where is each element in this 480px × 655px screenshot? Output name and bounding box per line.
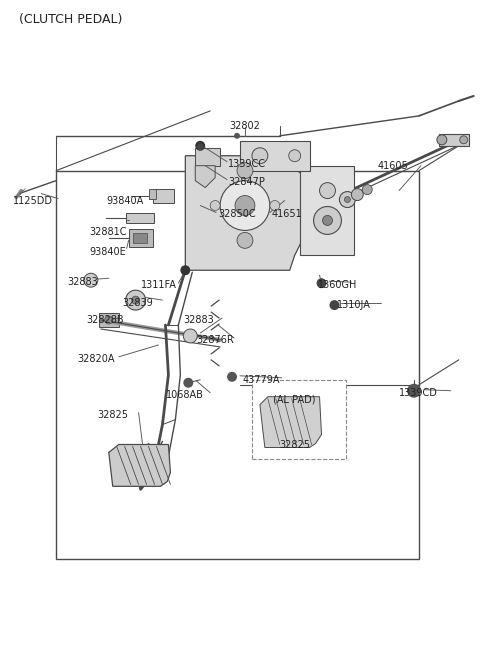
Circle shape (197, 143, 204, 150)
Circle shape (84, 273, 98, 287)
Circle shape (237, 233, 253, 248)
Text: 32883: 32883 (183, 315, 214, 325)
Circle shape (183, 329, 197, 343)
Polygon shape (260, 397, 322, 447)
Text: 41651: 41651 (272, 210, 302, 219)
Text: 32802: 32802 (229, 121, 261, 131)
Circle shape (270, 200, 280, 210)
Bar (126, 214, 154, 223)
Bar (99, 313, 119, 327)
Polygon shape (195, 166, 215, 187)
Circle shape (351, 189, 363, 200)
Circle shape (320, 183, 336, 198)
Circle shape (339, 191, 355, 208)
Text: 93840A: 93840A (107, 196, 144, 206)
Bar (300, 166, 354, 255)
Text: 1360GH: 1360GH (318, 280, 357, 290)
Text: 1068AB: 1068AB (167, 390, 204, 400)
Text: 32825: 32825 (279, 440, 310, 449)
Circle shape (126, 290, 145, 310)
Text: 32876R: 32876R (196, 335, 234, 345)
Text: 41605: 41605 (377, 160, 408, 171)
Text: 32839: 32839 (123, 298, 154, 308)
Circle shape (316, 278, 326, 288)
Circle shape (220, 181, 270, 231)
Circle shape (105, 316, 113, 324)
Text: 32825: 32825 (97, 409, 128, 420)
Circle shape (132, 296, 140, 304)
Circle shape (195, 141, 205, 151)
Bar (148, 189, 156, 198)
Circle shape (234, 133, 240, 139)
Circle shape (313, 206, 341, 234)
Circle shape (362, 185, 372, 195)
Circle shape (460, 136, 468, 144)
Text: (AL PAD): (AL PAD) (274, 395, 316, 405)
Text: 43779A: 43779A (243, 375, 280, 384)
Polygon shape (185, 156, 305, 271)
Bar (132, 233, 146, 244)
Circle shape (227, 372, 237, 382)
Circle shape (329, 300, 339, 310)
Circle shape (437, 135, 447, 145)
Text: 1311FA: 1311FA (141, 280, 177, 290)
Bar (439, 134, 468, 146)
Bar (252, 380, 347, 459)
Circle shape (180, 265, 190, 275)
Text: 32881C: 32881C (89, 227, 126, 237)
Circle shape (407, 384, 421, 398)
Circle shape (183, 378, 193, 388)
Circle shape (288, 150, 300, 162)
Bar (240, 141, 310, 171)
Text: 1310JA: 1310JA (337, 300, 372, 310)
Text: 1125DD: 1125DD (13, 196, 53, 206)
Text: 32883: 32883 (67, 277, 98, 287)
Text: 32828B: 32828B (86, 315, 123, 325)
Text: 93840E: 93840E (89, 248, 126, 257)
Text: (CLUTCH PEDAL): (CLUTCH PEDAL) (19, 13, 123, 26)
Circle shape (252, 148, 268, 164)
Text: 1339CD: 1339CD (399, 388, 438, 398)
Circle shape (237, 162, 253, 179)
Bar (153, 189, 174, 202)
Circle shape (210, 200, 220, 210)
Bar (129, 229, 153, 248)
Text: 32820A: 32820A (77, 354, 114, 364)
Text: 32850C: 32850C (218, 210, 256, 219)
Circle shape (344, 196, 350, 202)
Bar (56, 171, 419, 559)
Circle shape (323, 215, 333, 225)
Text: 32847P: 32847P (228, 177, 265, 187)
Bar (195, 148, 220, 166)
Text: 1339CC: 1339CC (228, 159, 266, 169)
Polygon shape (109, 445, 170, 486)
Circle shape (235, 196, 255, 215)
